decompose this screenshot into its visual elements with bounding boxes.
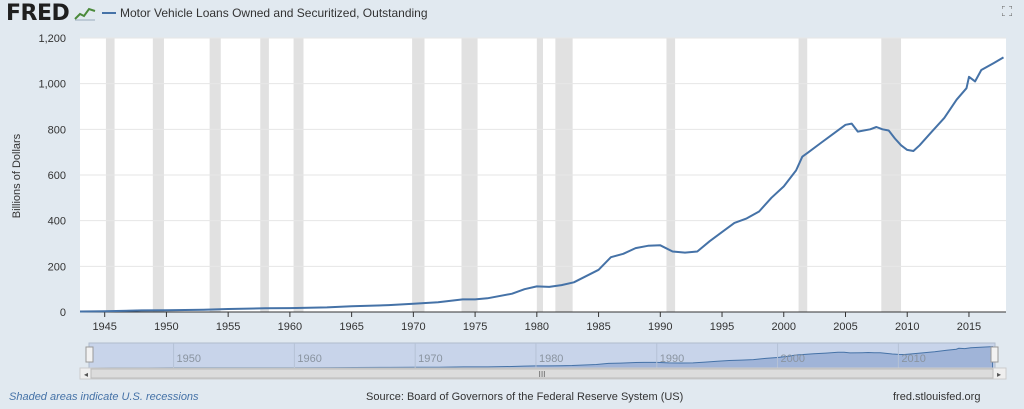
x-tick-label: 1965 <box>339 321 363 333</box>
scroll-left-arrow-icon[interactable]: ◂ <box>84 370 88 379</box>
fullscreen-icon[interactable] <box>1002 6 1012 16</box>
x-tick-label: 1985 <box>586 321 610 333</box>
x-axis-ticks: 1945 1950 1955 1960 1965 1970 1975 1980 1985 1990… <box>92 312 981 333</box>
navigator-ticks: 1950 1960 1970 1980 1990 2000 2010 <box>173 343 926 368</box>
navigator-right-handle[interactable] <box>990 346 999 363</box>
x-tick-label: 1960 <box>278 321 302 333</box>
navigator-tick-label: 1990 <box>660 353 684 365</box>
y-tick-label: 600 <box>48 170 66 182</box>
x-tick-label: 1980 <box>525 321 549 333</box>
chart-header: FRED Motor Vehicle Loans Owned and Secur… <box>0 0 1024 28</box>
y-tick-label: 1,200 <box>38 33 66 45</box>
x-tick-label: 1970 <box>401 321 425 333</box>
navigator-left-handle[interactable] <box>85 346 94 363</box>
x-tick-label: 2000 <box>772 321 796 333</box>
chart-canvas[interactable]: 0 200 400 600 800 1,000 1,200 1945 1950 1955 1960… <box>0 28 1024 388</box>
y-axis-label: Billions of Dollars <box>11 133 23 218</box>
site-link[interactable]: fred.stlouisfed.org <box>893 391 981 403</box>
x-tick-label: 1955 <box>216 321 240 333</box>
x-tick-label: 2010 <box>895 321 919 333</box>
y-tick-label: 800 <box>48 124 66 136</box>
navigator-tick-label: 2000 <box>781 353 805 365</box>
scrollbar-grip-icon[interactable]: III <box>538 370 545 379</box>
navigator-tick-label: 1980 <box>539 353 563 365</box>
range-navigator[interactable]: 1950 1960 1970 1980 1990 2000 2010 ◂ ▸ III <box>79 342 1007 380</box>
y-tick-label: 400 <box>48 216 66 228</box>
scroll-right-arrow-icon[interactable]: ▸ <box>997 370 1001 379</box>
series-line[interactable] <box>79 56 1005 313</box>
x-tick-label: 2005 <box>833 321 857 333</box>
legend-line-swatch <box>102 12 116 14</box>
x-tick-label: 1950 <box>154 321 178 333</box>
navigator-tick-label: 1970 <box>418 353 442 365</box>
y-axis-ticks: 0 200 400 600 800 1,000 1,200 <box>38 33 66 319</box>
scrollbar-thumb[interactable] <box>90 368 994 379</box>
fred-logo[interactable]: FRED <box>6 1 70 26</box>
x-tick-label: 2015 <box>957 321 981 333</box>
x-tick-label: 1945 <box>92 321 116 333</box>
source-note[interactable]: Source: Board of Governors of the Federa… <box>366 391 684 403</box>
x-tick-label: 1990 <box>648 321 672 333</box>
series-title: Motor Vehicle Loans Owned and Securitize… <box>120 6 428 20</box>
navigator-tick-label: 1950 <box>177 353 201 365</box>
x-tick-label: 1995 <box>710 321 734 333</box>
y-tick-label: 200 <box>48 261 66 273</box>
navigator-tick-label: 2010 <box>901 353 925 365</box>
grid-lines <box>80 37 1006 313</box>
navigator-series-area <box>88 346 994 369</box>
recession-note: Shaded areas indicate U.S. recessions <box>9 391 199 403</box>
y-tick-label: 1,000 <box>38 79 66 91</box>
x-tick-label: 1975 <box>463 321 487 333</box>
navigator-tick-label: 1960 <box>297 353 321 365</box>
fred-logo-graph-icon <box>74 7 96 21</box>
y-tick-label: 0 <box>60 307 66 319</box>
